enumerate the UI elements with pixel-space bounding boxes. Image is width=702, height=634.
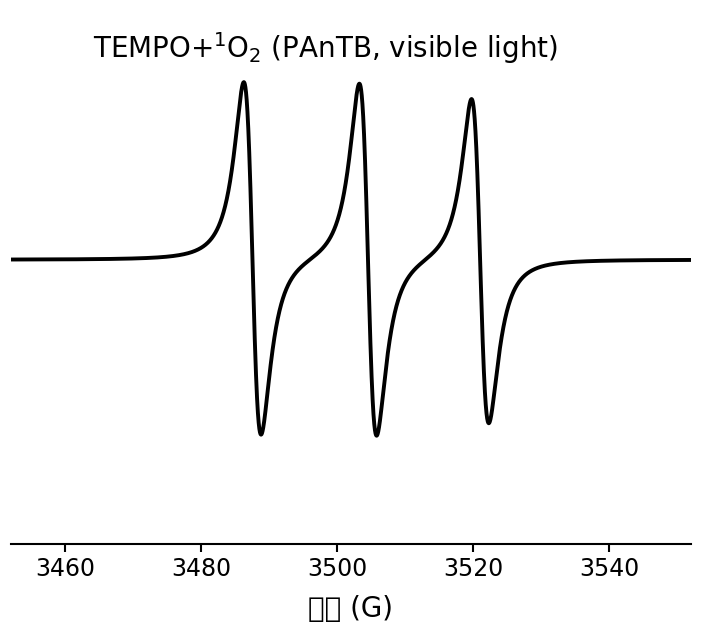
X-axis label: 磁场 (G): 磁场 (G) xyxy=(308,595,394,623)
Text: TEMPO+$^1$O$_2$ (PAnTB, visible light): TEMPO+$^1$O$_2$ (PAnTB, visible light) xyxy=(93,30,558,67)
